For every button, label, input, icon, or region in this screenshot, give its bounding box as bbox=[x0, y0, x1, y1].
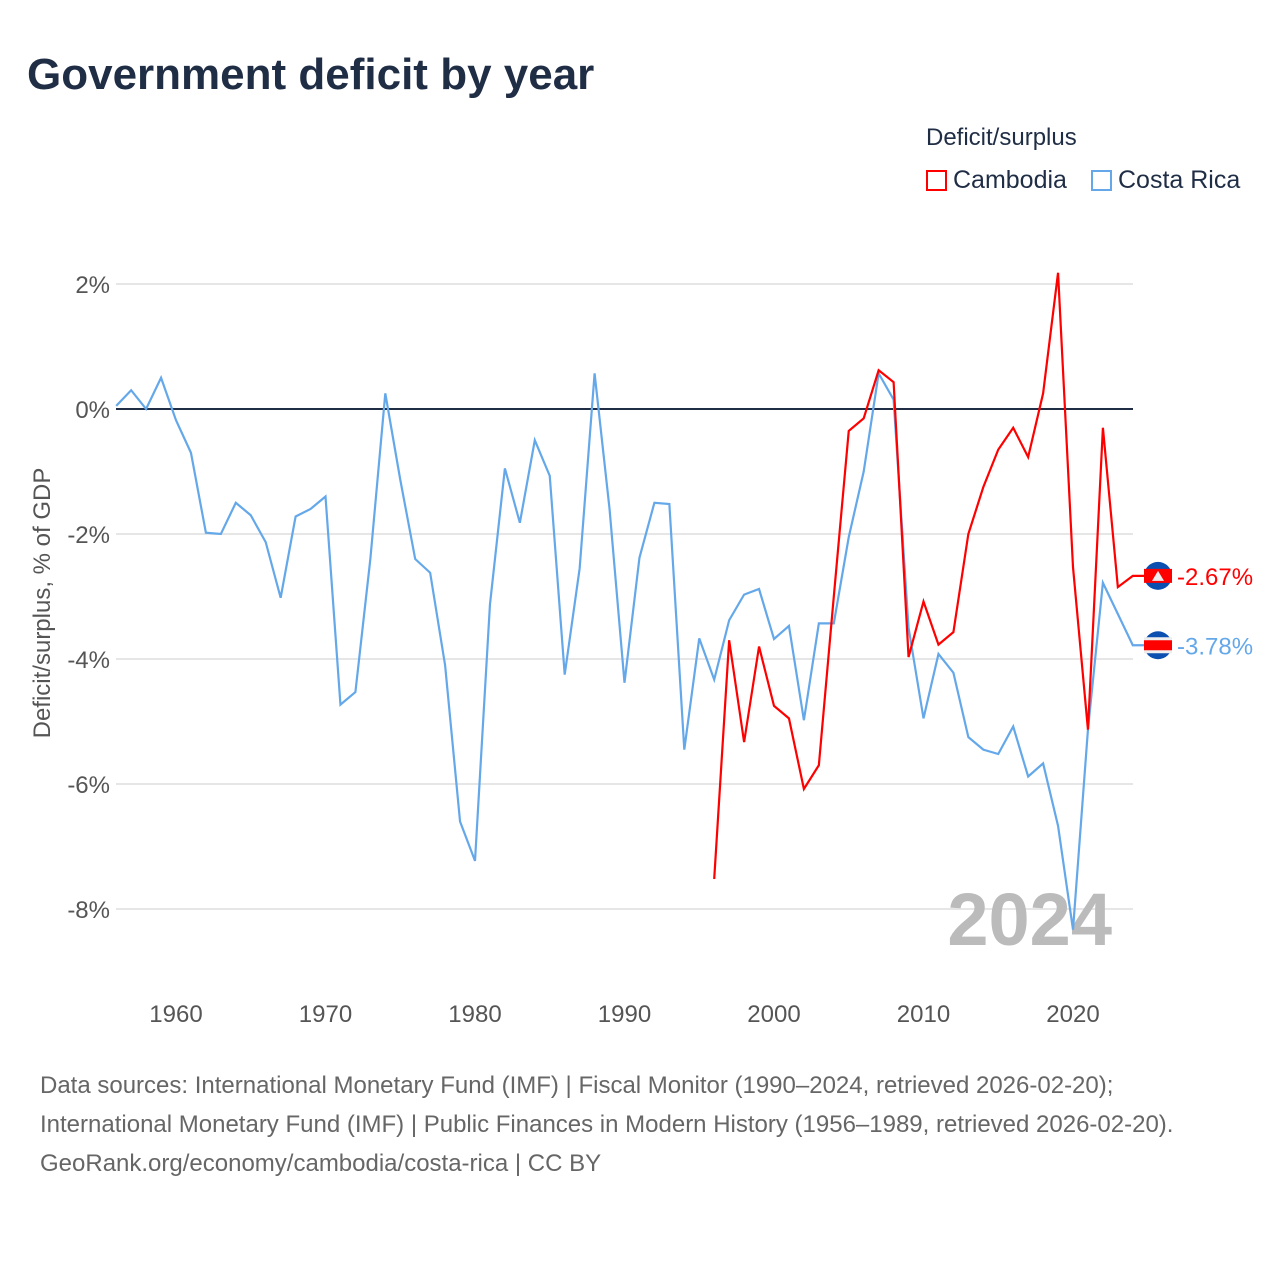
legend-swatch bbox=[1091, 170, 1112, 191]
legend-title: Deficit/surplus bbox=[926, 124, 1077, 151]
y-tick-label: -6% bbox=[67, 772, 110, 799]
y-tick-label: -2% bbox=[67, 522, 110, 549]
legend-item-costa-rica[interactable]: Costa Rica bbox=[1091, 166, 1240, 195]
x-tick-label: 1960 bbox=[149, 1001, 202, 1028]
attribution: GeoRank.org/economy/cambodia/costa-rica … bbox=[40, 1150, 602, 1177]
y-tick-label: -4% bbox=[67, 647, 110, 674]
end-value-label: -2.67% bbox=[1177, 564, 1253, 591]
x-tick-label: 1980 bbox=[448, 1001, 501, 1028]
x-tick-label: 2000 bbox=[747, 1001, 800, 1028]
y-tick-label: -8% bbox=[67, 897, 110, 924]
legend-label: Cambodia bbox=[953, 166, 1067, 194]
y-axis-label: Deficit/surplus, % of GDP bbox=[29, 468, 56, 739]
x-tick-label: 1970 bbox=[299, 1001, 352, 1028]
year-watermark: 2024 bbox=[947, 878, 1112, 961]
source-line: International Monetary Fund (IMF) | Publ… bbox=[40, 1111, 1174, 1138]
flag-stripe bbox=[1144, 640, 1172, 651]
y-tick-label: 2% bbox=[75, 272, 110, 299]
x-tick-label: 2020 bbox=[1046, 1001, 1099, 1028]
page-title: Government deficit by year bbox=[27, 50, 595, 99]
flag-temple bbox=[1152, 570, 1164, 581]
series-line-cambodia bbox=[713, 272, 1145, 880]
legend-item-cambodia[interactable]: Cambodia bbox=[926, 166, 1067, 195]
plot-area: 2% 0% -2% -4% -6% -8% 1960 1970 1980 1990 2000 2010… bbox=[29, 272, 1253, 1028]
legend-swatch bbox=[926, 170, 947, 191]
series-line-costa-rica bbox=[115, 370, 1145, 930]
footer: Data sources: International Monetary Fun… bbox=[40, 1066, 1240, 1183]
x-tick-label: 1990 bbox=[598, 1001, 651, 1028]
source-line: Data sources: International Monetary Fun… bbox=[40, 1072, 1114, 1099]
legend-label: Costa Rica bbox=[1118, 166, 1241, 194]
end-value-label: -3.78% bbox=[1177, 633, 1253, 660]
y-tick-label: 0% bbox=[75, 397, 110, 424]
x-tick-label: 2010 bbox=[897, 1001, 950, 1028]
